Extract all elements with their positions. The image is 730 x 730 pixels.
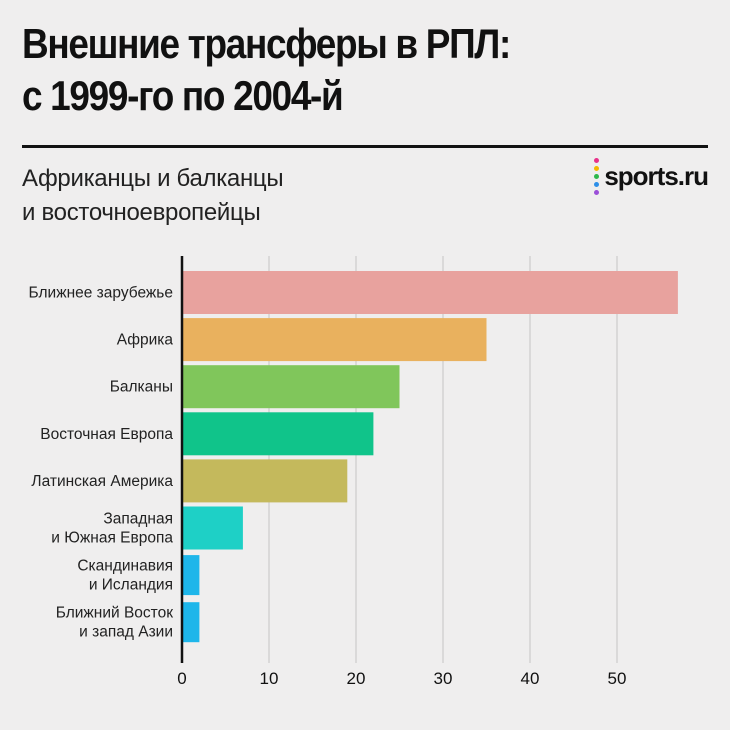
- x-tick-label: 0: [177, 669, 186, 688]
- category-label: Западная: [103, 511, 173, 528]
- bar: [182, 271, 678, 314]
- sports-ru-logo: sports.ru: [594, 158, 709, 195]
- category-label: Ближнее зарубежье: [29, 285, 174, 302]
- category-label: и Южная Европа: [51, 530, 173, 547]
- chart-title: Внешние трансферы в РПЛ: с 1999-го по 20…: [22, 18, 629, 122]
- bar: [182, 318, 487, 362]
- x-tick-label: 50: [608, 669, 627, 688]
- category-label: Восточная Европа: [40, 426, 173, 443]
- bar: [182, 602, 200, 643]
- logo-text: sports.ru: [604, 161, 709, 191]
- category-label: Латинская Америка: [31, 473, 173, 490]
- category-label: Балканы: [110, 379, 173, 396]
- title-line-2: с 1999-го по 2004-й: [22, 72, 344, 119]
- logo-dot: [594, 158, 600, 163]
- bar: [182, 459, 348, 503]
- category-label: и запад Азии: [79, 624, 173, 641]
- logo-dot: [594, 190, 600, 195]
- x-tick-label: 30: [434, 669, 453, 688]
- subtitle-line-1: Африканцы и балканцы: [22, 165, 284, 192]
- category-label: Ближний Восток: [56, 605, 174, 622]
- title-divider: [22, 145, 708, 148]
- bar: [182, 365, 400, 409]
- title-line-1: Внешние трансферы в РПЛ:: [22, 20, 511, 67]
- x-tick-label: 20: [347, 669, 366, 688]
- logo-dot: [594, 182, 600, 187]
- category-label: Африка: [117, 332, 174, 349]
- logo-dot: [594, 174, 600, 179]
- chart-subtitle: Африканцы и балканцы и восточноевропейцы: [22, 162, 284, 230]
- category-label: и Исландия: [89, 577, 173, 594]
- category-label: Скандинавия: [77, 558, 173, 575]
- bar: [182, 555, 200, 596]
- bar: [182, 412, 374, 456]
- bar: [182, 506, 243, 550]
- logo-dots-icon: [594, 158, 600, 195]
- x-tick-label: 40: [521, 669, 540, 688]
- x-tick-label: 10: [260, 669, 279, 688]
- subtitle-line-2: и восточноевропейцы: [22, 199, 261, 226]
- logo-dot: [594, 166, 600, 171]
